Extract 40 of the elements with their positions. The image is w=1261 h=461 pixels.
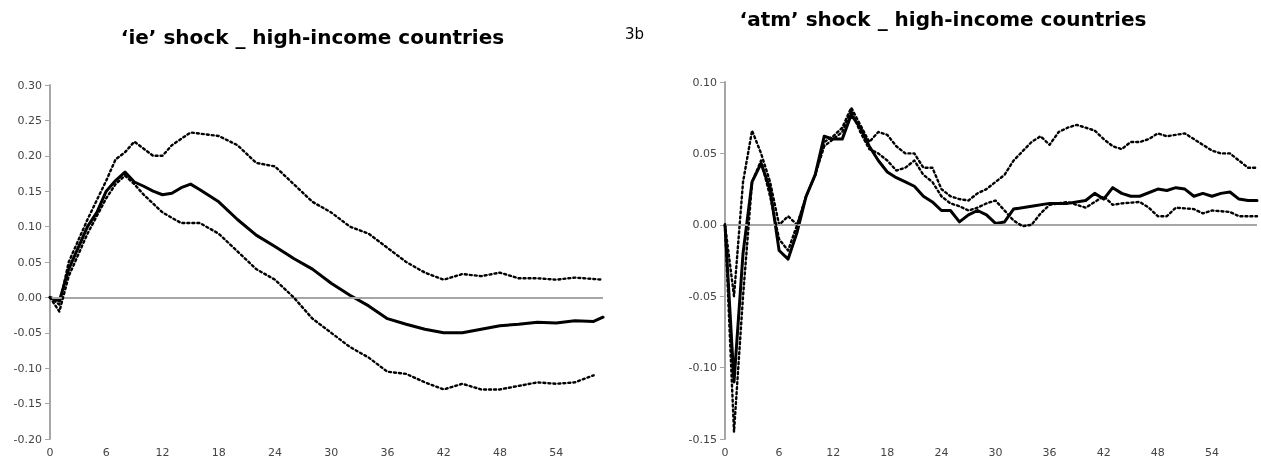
x-tick-label: 54 <box>549 446 564 459</box>
text: 3b <box>625 24 645 43</box>
chart-title: ‘ie’ shock _ high-income countries <box>120 25 505 49</box>
x-tick-label: 42 <box>436 446 451 459</box>
y-tick-label: -0.15 <box>688 432 717 446</box>
y-tick-label: 0.05 <box>17 255 42 269</box>
y-tick-label: -0.05 <box>688 289 717 303</box>
y-tick-label: 0.00 <box>17 290 42 304</box>
x-tick-label: 24 <box>934 446 949 459</box>
y-tick-label: 0.15 <box>17 184 42 198</box>
y-tick-label: 0.00 <box>692 218 717 232</box>
x-tick-label: 48 <box>1150 446 1165 459</box>
y-tick-label: 0.10 <box>692 75 717 89</box>
x-tick-label: 42 <box>1096 446 1111 459</box>
x-tick-label: 12 <box>155 446 170 459</box>
y-tick-label: 0.10 <box>17 220 42 234</box>
x-tick-label: 24 <box>267 446 282 459</box>
x-tick-label: 12 <box>826 446 841 459</box>
chart-title: ‘atm’ shock _ high-income countries <box>739 7 1147 31</box>
y-tick-label: -0.15 <box>13 397 42 411</box>
y-tick-label: -0.05 <box>13 326 42 340</box>
x-tick-label: 0 <box>46 446 54 459</box>
y-tick-label: -0.10 <box>688 361 717 375</box>
y-tick-label: 0.25 <box>17 113 42 127</box>
y-tick-label: 0.05 <box>692 146 717 160</box>
y-tick-label: -0.10 <box>13 361 42 375</box>
x-tick-label: 18 <box>211 446 226 459</box>
y-tick-label: -0.20 <box>13 432 42 446</box>
y-tick-label: 0.20 <box>17 149 42 163</box>
y-tick-label: 0.30 <box>17 78 42 92</box>
x-tick-label: 6 <box>775 446 783 459</box>
x-tick-label: 30 <box>324 446 339 459</box>
x-tick-label: 0 <box>721 446 729 459</box>
x-tick-label: 6 <box>102 446 110 459</box>
x-tick-label: 36 <box>1042 446 1057 459</box>
x-tick-label: 36 <box>380 446 395 459</box>
x-tick-label: 48 <box>492 446 507 459</box>
x-tick-label: 54 <box>1204 446 1219 459</box>
x-tick-label: 30 <box>988 446 1003 459</box>
x-tick-label: 18 <box>880 446 895 459</box>
